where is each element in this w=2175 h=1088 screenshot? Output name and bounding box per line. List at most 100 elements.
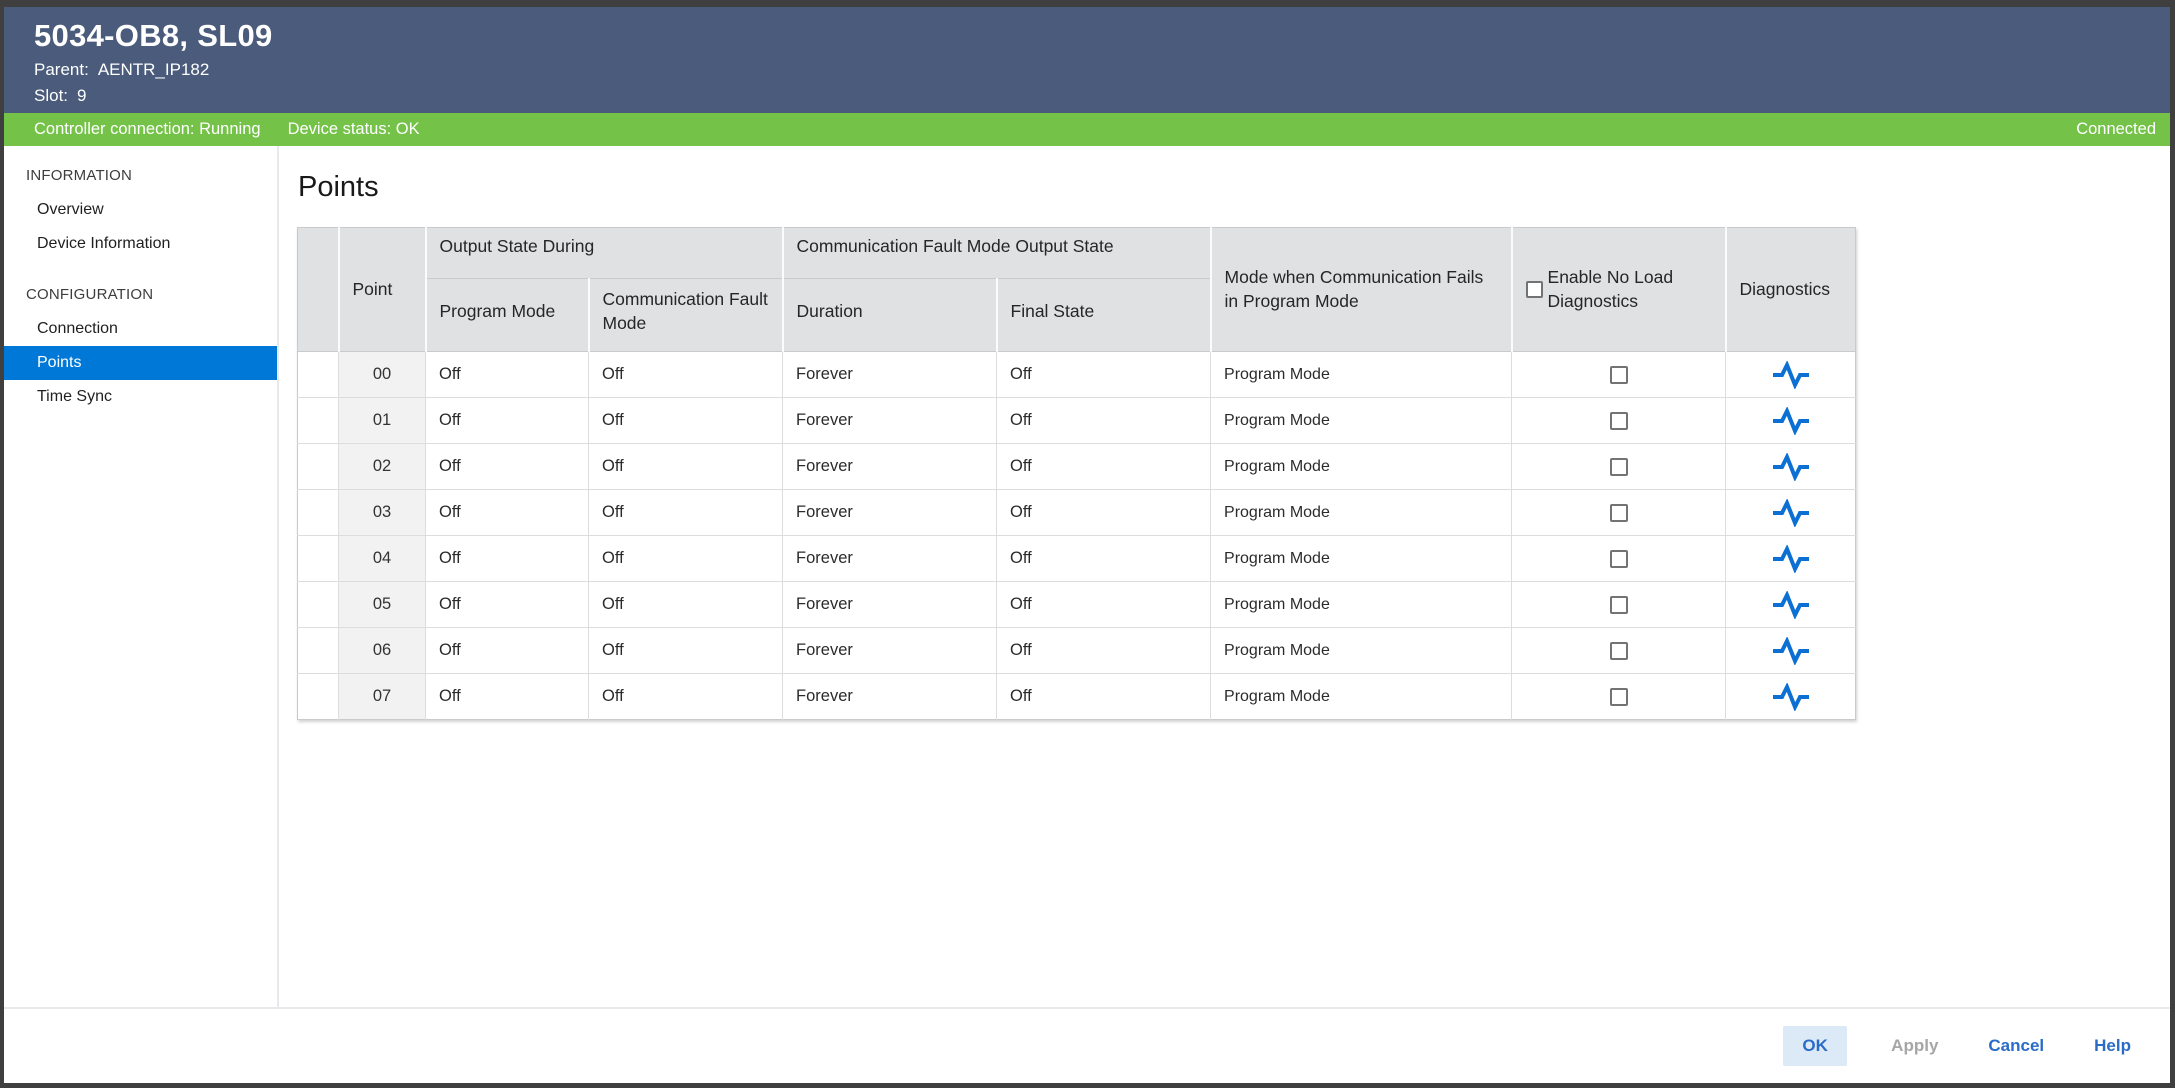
program-mode-cell[interactable]: Off bbox=[425, 351, 589, 398]
duration-column-header: Duration bbox=[781, 278, 997, 352]
slot-line: Slot: 9 bbox=[34, 86, 2170, 106]
mode-when-comm-fails-cell[interactable]: Program Mode bbox=[1210, 397, 1512, 444]
row-selector-cell[interactable] bbox=[297, 351, 339, 398]
diagnostics-cell bbox=[1725, 673, 1856, 720]
enable-no-load-cell bbox=[1511, 581, 1726, 628]
enable-no-load-checkbox[interactable] bbox=[1609, 549, 1628, 568]
diagnostics-pulse-icon[interactable] bbox=[1771, 359, 1811, 390]
diagnostics-cell bbox=[1725, 581, 1856, 628]
row-selector-cell[interactable] bbox=[297, 397, 339, 444]
diagnostics-pulse-icon[interactable] bbox=[1771, 681, 1811, 712]
enable-no-load-cell bbox=[1511, 351, 1726, 398]
module-title: 5034-OB8, SL09 bbox=[34, 18, 273, 53]
communication-fault-mode-cell[interactable]: Off bbox=[587, 581, 783, 628]
final-state-cell[interactable]: Off bbox=[996, 535, 1211, 582]
diagnostics-pulse-icon[interactable] bbox=[1771, 589, 1811, 620]
cancel-button[interactable]: Cancel bbox=[1982, 1026, 2050, 1066]
diagnostics-pulse-icon[interactable] bbox=[1771, 405, 1811, 436]
duration-cell[interactable]: Forever bbox=[782, 535, 997, 582]
sidebar-heading-configuration: CONFIGURATION bbox=[26, 286, 154, 303]
duration-cell[interactable]: Forever bbox=[782, 581, 997, 628]
duration-cell[interactable]: Forever bbox=[782, 673, 997, 720]
row-selector-cell[interactable] bbox=[297, 581, 339, 628]
apply-button[interactable]: Apply bbox=[1885, 1026, 1944, 1066]
diagnostics-pulse-icon[interactable] bbox=[1771, 635, 1811, 666]
diagnostics-pulse-icon[interactable] bbox=[1771, 451, 1811, 482]
final-state-cell[interactable]: Off bbox=[996, 351, 1211, 398]
final-state-cell[interactable]: Off bbox=[996, 581, 1211, 628]
enable-no-load-checkbox[interactable] bbox=[1609, 365, 1628, 384]
enable-no-load-checkbox[interactable] bbox=[1609, 687, 1628, 706]
mode-when-comm-fails-cell[interactable]: Program Mode bbox=[1210, 535, 1512, 582]
program-mode-cell[interactable]: Off bbox=[425, 489, 589, 536]
communication-fault-mode-cell[interactable]: Off bbox=[587, 489, 783, 536]
sidebar-item-overview[interactable]: Overview bbox=[37, 201, 104, 218]
mode-when-comm-fails-cell[interactable]: Program Mode bbox=[1210, 443, 1512, 490]
communication-fault-mode-cell[interactable]: Off bbox=[587, 397, 783, 444]
diagnostics-pulse-icon[interactable] bbox=[1771, 497, 1811, 528]
enable-no-load-checkbox[interactable] bbox=[1609, 595, 1628, 614]
final-state-cell[interactable]: Off bbox=[996, 489, 1211, 536]
enable-no-load-checkbox[interactable] bbox=[1609, 457, 1628, 476]
row-selector-cell[interactable] bbox=[297, 535, 339, 582]
enable-no-load-checkbox[interactable] bbox=[1609, 411, 1628, 430]
program-mode-cell[interactable]: Off bbox=[425, 581, 589, 628]
enable-no-load-cell bbox=[1511, 673, 1726, 720]
row-selector-cell[interactable] bbox=[297, 489, 339, 536]
duration-cell[interactable]: Forever bbox=[782, 397, 997, 444]
slot-label: Slot: bbox=[34, 85, 69, 105]
mode-when-comm-fails-cell[interactable]: Program Mode bbox=[1210, 581, 1512, 628]
sidebar-item-device-information[interactable]: Device Information bbox=[37, 235, 171, 252]
program-mode-cell[interactable]: Off bbox=[425, 535, 589, 582]
row-selector-cell[interactable] bbox=[297, 673, 339, 720]
row-selector-cell[interactable] bbox=[297, 627, 339, 674]
communication-fault-mode-cell[interactable]: Off bbox=[587, 351, 783, 398]
point-cell: 04 bbox=[338, 535, 426, 582]
page-title: Points bbox=[298, 171, 379, 203]
program-mode-cell[interactable]: Off bbox=[425, 397, 589, 444]
program-mode-cell[interactable]: Off bbox=[425, 627, 589, 674]
point-cell: 00 bbox=[338, 351, 426, 398]
module-properties-dialog: 5034-OB8, SL09 Parent: AENTR_IP182 Slot: 9… bbox=[4, 7, 2170, 1083]
sidebar-heading-information: INFORMATION bbox=[26, 167, 133, 184]
communication-fault-mode-cell[interactable]: Off bbox=[587, 627, 783, 674]
duration-cell[interactable]: Forever bbox=[782, 489, 997, 536]
duration-cell[interactable]: Forever bbox=[782, 443, 997, 490]
enable-no-load-checkbox[interactable] bbox=[1609, 503, 1628, 522]
mode-when-comm-fails-cell[interactable]: Program Mode bbox=[1210, 627, 1512, 674]
final-state-cell[interactable]: Off bbox=[996, 443, 1211, 490]
ok-button[interactable]: OK bbox=[1783, 1026, 1848, 1066]
diagnostics-pulse-icon[interactable] bbox=[1771, 543, 1811, 574]
mode-when-comm-fails-cell[interactable]: Program Mode bbox=[1210, 489, 1512, 536]
final-state-cell[interactable]: Off bbox=[996, 627, 1211, 674]
final-state-cell[interactable]: Off bbox=[996, 397, 1211, 444]
enable-no-load-all-checkbox[interactable] bbox=[1525, 281, 1543, 298]
sidebar-divider bbox=[277, 146, 279, 1007]
point-cell: 06 bbox=[338, 627, 426, 674]
mode-when-comm-fails-header: Mode when Communication Fails in Program… bbox=[1209, 227, 1512, 352]
diagnostics-cell bbox=[1725, 535, 1856, 582]
communication-fault-mode-cell[interactable]: Off bbox=[587, 443, 783, 490]
parent-value: AENTR_IP182 bbox=[97, 59, 210, 79]
sidebar-item-time-sync[interactable]: Time Sync bbox=[37, 388, 112, 405]
program-mode-column-header: Program Mode bbox=[424, 278, 589, 352]
enable-no-load-cell bbox=[1511, 535, 1726, 582]
final-state-cell[interactable]: Off bbox=[996, 673, 1211, 720]
points-table-header: Point Output State During Communication … bbox=[297, 227, 1856, 352]
enable-no-load-checkbox[interactable] bbox=[1609, 641, 1628, 660]
mode-when-comm-fails-cell[interactable]: Program Mode bbox=[1210, 351, 1512, 398]
duration-cell[interactable]: Forever bbox=[782, 627, 997, 674]
device-status: Device status: OK bbox=[287, 120, 420, 138]
program-mode-cell[interactable]: Off bbox=[425, 673, 589, 720]
sidebar-item-connection[interactable]: Connection bbox=[37, 320, 118, 337]
communication-fault-mode-cell[interactable]: Off bbox=[587, 535, 783, 582]
row-selector-cell[interactable] bbox=[297, 443, 339, 490]
help-button[interactable]: Help bbox=[2088, 1026, 2137, 1066]
row-selector-header bbox=[297, 227, 339, 352]
mode-when-comm-fails-cell[interactable]: Program Mode bbox=[1210, 673, 1512, 720]
program-mode-cell[interactable]: Off bbox=[425, 443, 589, 490]
communication-fault-mode-cell[interactable]: Off bbox=[587, 673, 783, 720]
sidebar-item-points[interactable]: Points bbox=[4, 346, 277, 380]
enable-no-load-cell bbox=[1511, 627, 1726, 674]
duration-cell[interactable]: Forever bbox=[782, 351, 997, 398]
